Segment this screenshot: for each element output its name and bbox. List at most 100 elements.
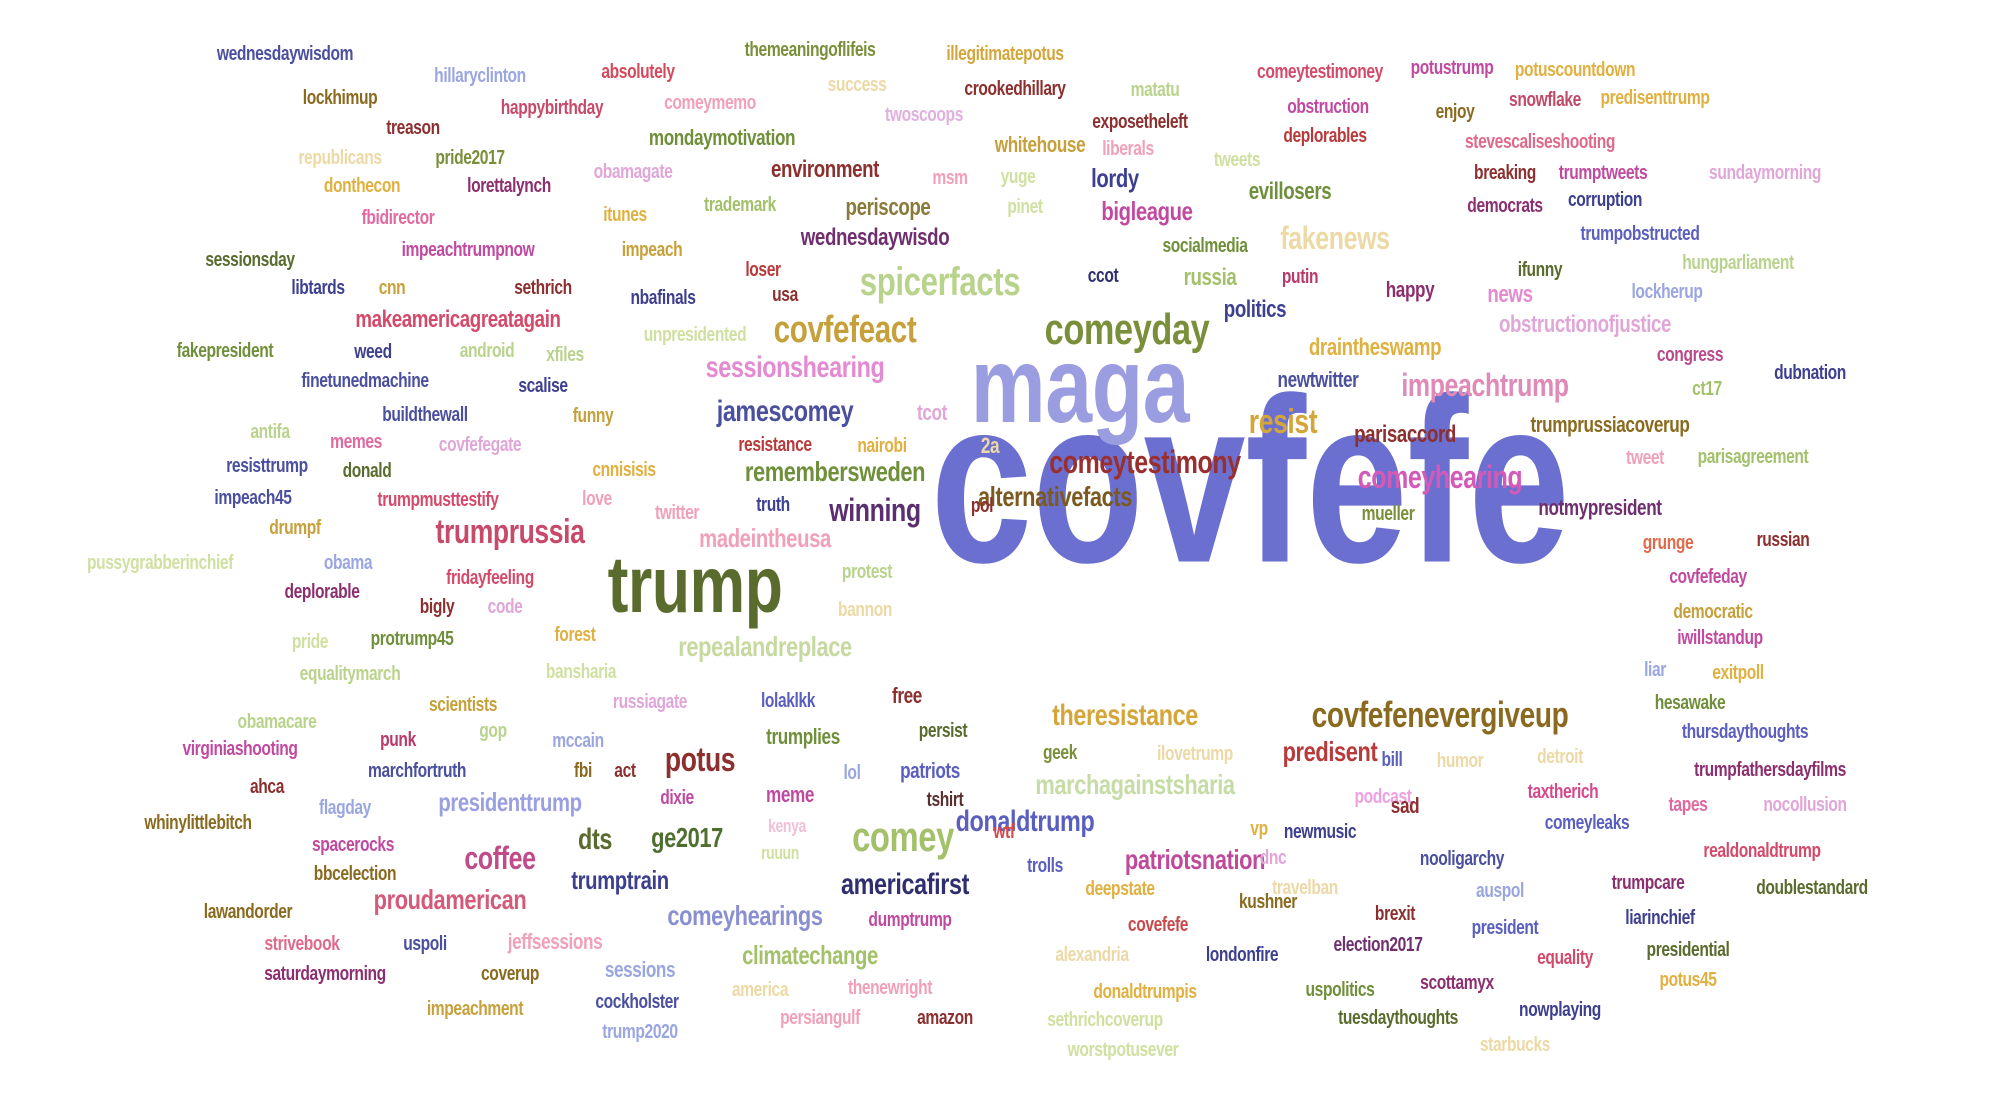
word-predisent: predisent bbox=[1282, 736, 1378, 767]
word-trumplies: trumplies bbox=[766, 724, 840, 749]
word-sethrichcoverup: sethrichcoverup bbox=[1047, 1009, 1163, 1031]
word-memes: memes bbox=[330, 431, 382, 453]
word-treason: treason bbox=[386, 117, 440, 139]
word-socialmedia: socialmedia bbox=[1162, 235, 1248, 257]
word-equality: equality bbox=[1537, 947, 1593, 969]
word-funny: funny bbox=[572, 405, 614, 427]
word-trumpfathersdayfilms: trumpfathersdayfilms bbox=[1694, 759, 1846, 781]
word-sessions: sessions bbox=[604, 957, 676, 982]
word-pride2017: pride2017 bbox=[435, 147, 505, 169]
word-strivebook: strivebook bbox=[264, 933, 340, 955]
word-trumptrain: trumptrain bbox=[571, 865, 669, 895]
word-deepstate: deepstate bbox=[1085, 878, 1155, 900]
word-free: free bbox=[892, 683, 922, 708]
word-sessionsday: sessionsday bbox=[205, 249, 295, 271]
word-bbcelection: bbcelection bbox=[313, 863, 397, 885]
word-comeymemo: comeymemo bbox=[664, 92, 756, 114]
word-geek: geek bbox=[1042, 742, 1078, 764]
word-tapes: tapes bbox=[1668, 794, 1708, 816]
word-environment: environment bbox=[770, 156, 880, 183]
word-periscope: periscope bbox=[845, 194, 931, 221]
word-russian: russian bbox=[1756, 529, 1810, 551]
word-love: love bbox=[582, 488, 612, 510]
word-comeyhearing: comeyhearing bbox=[1357, 459, 1523, 495]
word-resist: resist bbox=[1248, 403, 1318, 441]
word-nocollusion: nocollusion bbox=[1763, 794, 1847, 816]
word-spicerfacts: spicerfacts bbox=[859, 260, 1021, 304]
word-auspol: auspol bbox=[1476, 880, 1524, 902]
word-cockholster: cockholster bbox=[595, 991, 679, 1013]
word-fbidirector: fbidirector bbox=[361, 207, 435, 229]
word-wednesdaywisdom: wednesdaywisdom bbox=[216, 43, 354, 65]
word-unpresidented: unpresidented bbox=[643, 324, 747, 346]
word-congress: congress bbox=[1656, 344, 1724, 366]
word-xfiles: xfiles bbox=[546, 344, 584, 366]
word-equalitymarch: equalitymarch bbox=[299, 663, 401, 685]
word-newmusic: newmusic bbox=[1283, 821, 1357, 843]
word-democrats: democrats bbox=[1467, 195, 1543, 217]
word-parisaccord: parisaccord bbox=[1354, 421, 1456, 448]
word-taxtherich: taxtherich bbox=[1527, 781, 1599, 803]
word-londonfire: londonfire bbox=[1205, 944, 1279, 966]
word-uspolitics: uspolitics bbox=[1305, 979, 1375, 1001]
word-president: president bbox=[1471, 917, 1539, 939]
word-trumptweets: trumptweets bbox=[1558, 162, 1648, 184]
word-covfefegate: covfefegate bbox=[438, 434, 522, 456]
word-covfefenevergiveup: covfefenevergiveup bbox=[1311, 694, 1569, 735]
word-obamacare: obamacare bbox=[237, 711, 317, 733]
word-worstpotusever: worstpotusever bbox=[1067, 1039, 1179, 1061]
word-presidential: presidential bbox=[1646, 939, 1730, 961]
word-breaking: breaking bbox=[1474, 162, 1536, 184]
word-travelban: travelban bbox=[1272, 877, 1338, 899]
word-dixie: dixie bbox=[660, 787, 694, 809]
word-america: america bbox=[731, 979, 789, 1001]
word-pussygrabberinchief: pussygrabberinchief bbox=[86, 552, 234, 574]
word-stevescaliseshooting: stevescaliseshooting bbox=[1464, 131, 1616, 153]
word-draintheswamp: draintheswamp bbox=[1308, 334, 1442, 361]
word-trademark: trademark bbox=[704, 194, 776, 216]
word-doublestandard: doublestandard bbox=[1756, 877, 1868, 899]
word-dnc: dnc bbox=[1259, 847, 1287, 869]
word-scientists: scientists bbox=[428, 694, 498, 716]
word-fbi: fbi bbox=[574, 760, 592, 782]
word-grunge: grunge bbox=[1642, 532, 1694, 554]
word-dubnation: dubnation bbox=[1774, 362, 1846, 384]
word-cnn: cnn bbox=[378, 277, 406, 299]
word-bannon: bannon bbox=[838, 599, 892, 621]
word-trumprussiacoverup: trumprussiacoverup bbox=[1530, 412, 1690, 437]
word-antifa: antifa bbox=[250, 421, 290, 443]
word-itunes: itunes bbox=[603, 204, 647, 226]
word-theresistance: theresistance bbox=[1052, 699, 1198, 732]
word-tweet: tweet bbox=[1626, 447, 1664, 469]
word-happybirthday: happybirthday bbox=[500, 97, 604, 119]
word-donthecon: donthecon bbox=[323, 175, 401, 197]
word-iwillstandup: iwillstandup bbox=[1677, 627, 1763, 649]
word-comey: comey bbox=[852, 813, 954, 860]
word-lockherup: lockherup bbox=[1631, 281, 1703, 303]
word-coffee: coffee bbox=[464, 840, 536, 876]
word-protrump45: protrump45 bbox=[370, 628, 454, 650]
word-donaldtrumpis: donaldtrumpis bbox=[1093, 981, 1197, 1003]
word-matatu: matatu bbox=[1130, 79, 1180, 101]
word-potus45: potus45 bbox=[1659, 969, 1717, 991]
word-comeyleaks: comeyleaks bbox=[1544, 812, 1630, 834]
word-sundaymorning: sundaymorning bbox=[1709, 162, 1821, 184]
word-realdonaldtrump: realdonaldtrump bbox=[1703, 840, 1821, 862]
word-trumpmusttestify: trumpmusttestify bbox=[377, 489, 499, 511]
word-liberals: liberals bbox=[1102, 138, 1154, 160]
word-yuge: yuge bbox=[1000, 166, 1036, 188]
word-drumpf: drumpf bbox=[269, 517, 321, 539]
word-proudamerican: proudamerican bbox=[373, 884, 527, 915]
word-nbafinals: nbafinals bbox=[630, 287, 696, 309]
word-spacerocks: spacerocks bbox=[312, 834, 394, 856]
word-happy: happy bbox=[1385, 277, 1435, 302]
word-donaldtrump: donaldtrump bbox=[955, 805, 1095, 838]
word-impeachtrumpnow: impeachtrumpnow bbox=[401, 239, 535, 261]
word-obamagate: obamagate bbox=[593, 161, 673, 183]
word-whitehouse: whitehouse bbox=[994, 132, 1086, 157]
word-fakepresident: fakepresident bbox=[176, 340, 274, 362]
word-finetunedmachine: finetunedmachine bbox=[301, 370, 429, 392]
word-bigleague: bigleague bbox=[1101, 196, 1193, 226]
word-kushner: kushner bbox=[1239, 891, 1297, 913]
